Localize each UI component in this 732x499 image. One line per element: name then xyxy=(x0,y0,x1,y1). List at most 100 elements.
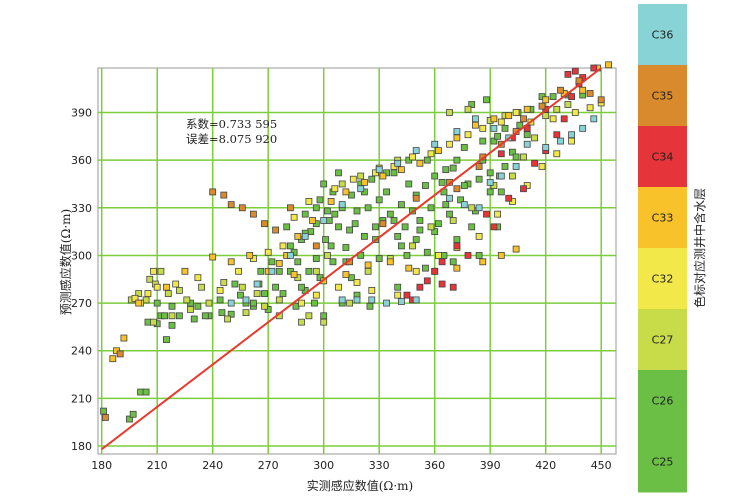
point-c35 xyxy=(102,414,109,421)
point-c27 xyxy=(242,309,250,317)
colorbar-label: C34 xyxy=(652,151,674,164)
point-c34 xyxy=(553,131,561,139)
point-c25 xyxy=(279,290,287,297)
point-c35 xyxy=(272,226,280,234)
point-c32 xyxy=(144,290,152,297)
point-c25 xyxy=(312,204,320,212)
point-c34 xyxy=(453,242,461,250)
point-c27 xyxy=(449,217,457,224)
point-c36 xyxy=(338,201,346,209)
point-c32 xyxy=(394,291,402,299)
colorbar-label: C27 xyxy=(652,334,674,347)
point-c25 xyxy=(431,228,439,236)
point-c33 xyxy=(327,198,335,205)
point-c32 xyxy=(538,163,546,170)
point-c25 xyxy=(194,302,202,310)
point-c32 xyxy=(349,175,357,183)
point-c32 xyxy=(298,299,305,307)
point-c35 xyxy=(520,115,527,123)
point-c35 xyxy=(538,102,546,110)
point-c34 xyxy=(571,67,579,75)
point-c32 xyxy=(331,185,339,193)
point-c36 xyxy=(353,296,361,304)
point-c25 xyxy=(301,210,309,218)
point-c27 xyxy=(531,134,538,142)
point-c32 xyxy=(409,153,416,161)
point-c33 xyxy=(342,271,350,278)
point-c34 xyxy=(568,93,575,100)
point-c33 xyxy=(453,134,461,142)
point-c25 xyxy=(335,223,342,231)
point-c25 xyxy=(457,196,465,204)
point-c25 xyxy=(311,299,318,307)
x-tick-label: 330 xyxy=(369,459,390,472)
point-c27 xyxy=(142,296,150,304)
point-c25 xyxy=(468,101,476,108)
point-c36 xyxy=(338,296,346,304)
point-c25 xyxy=(468,223,476,231)
point-c36 xyxy=(375,166,383,174)
point-c25 xyxy=(375,196,383,204)
point-c25 xyxy=(348,191,355,199)
point-c33 xyxy=(579,86,587,94)
point-c27 xyxy=(553,105,561,113)
point-c32 xyxy=(553,150,561,158)
colorbar-label: C26 xyxy=(652,395,674,408)
point-c25 xyxy=(427,204,435,212)
point-c36 xyxy=(512,163,520,170)
point-c33 xyxy=(434,147,442,155)
point-c25 xyxy=(329,258,337,266)
point-c33 xyxy=(605,61,612,69)
point-c25 xyxy=(516,121,524,129)
point-c35 xyxy=(475,163,483,170)
point-c34 xyxy=(464,252,472,259)
point-c25 xyxy=(497,188,505,196)
point-c25 xyxy=(416,226,424,234)
point-c35 xyxy=(286,204,294,212)
point-c32 xyxy=(235,267,243,275)
point-c25 xyxy=(298,283,305,291)
colorbar-title: 色标对应测井中含水层 xyxy=(692,188,707,308)
point-c25 xyxy=(423,248,431,256)
point-c32 xyxy=(586,104,594,112)
point-c27 xyxy=(253,290,261,297)
point-c32 xyxy=(464,131,472,139)
point-c27 xyxy=(298,318,305,326)
point-c25 xyxy=(460,182,468,189)
point-c35 xyxy=(312,242,320,250)
point-c34 xyxy=(416,283,424,291)
y-tick-label: 330 xyxy=(71,202,92,215)
point-c25 xyxy=(153,299,161,307)
point-c25 xyxy=(283,223,291,231)
point-c25 xyxy=(397,242,405,250)
point-c32 xyxy=(412,267,420,275)
colorbar: C36 C35 C34 C33 C32 C27 C26 C25 xyxy=(638,4,687,493)
point-c27 xyxy=(175,286,183,294)
point-c25 xyxy=(486,169,494,177)
point-c32 xyxy=(427,150,435,158)
point-c27 xyxy=(427,223,435,231)
point-c25 xyxy=(403,252,411,259)
point-c25 xyxy=(442,201,450,209)
point-c27 xyxy=(150,318,157,326)
annotation-error: 误差=8.075 920 xyxy=(186,132,277,146)
point-c27 xyxy=(323,252,331,259)
y-tick-label: 390 xyxy=(71,106,92,119)
point-c25 xyxy=(353,207,361,215)
point-c32 xyxy=(131,294,139,302)
point-c27 xyxy=(312,267,320,275)
point-c27 xyxy=(346,299,354,307)
point-c25 xyxy=(100,407,107,415)
point-c25 xyxy=(312,255,320,263)
point-c36 xyxy=(568,131,575,139)
point-c33 xyxy=(227,258,235,266)
point-c32 xyxy=(335,283,342,291)
colorbar-label: C25 xyxy=(652,456,674,469)
point-c32 xyxy=(150,267,157,275)
point-c35 xyxy=(261,220,268,228)
point-c33 xyxy=(416,159,424,167)
x-tick-label: 300 xyxy=(313,459,334,472)
colorbar-label: C36 xyxy=(652,29,674,42)
point-c25 xyxy=(351,220,359,228)
point-c25 xyxy=(261,290,268,297)
